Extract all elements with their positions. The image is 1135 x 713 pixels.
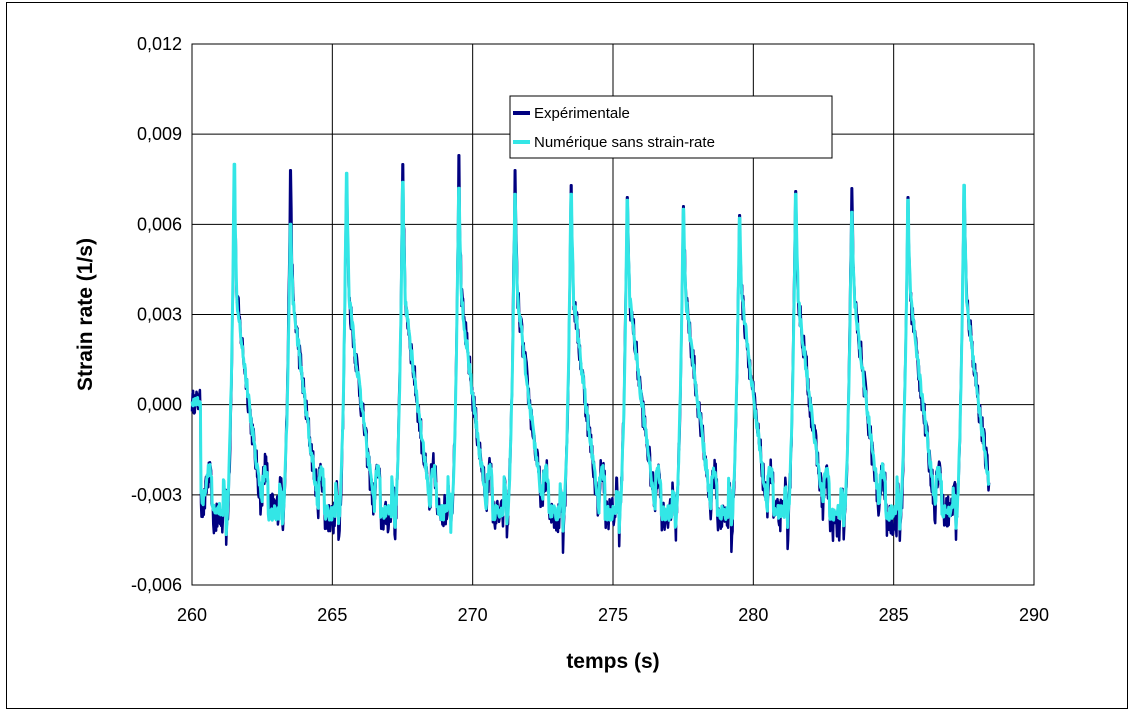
plot-area-border	[191, 43, 1035, 586]
tick-labels: 260 265 270 275 280 285 290 -0,006 -0,003 0,000 0,…	[131, 34, 1049, 625]
x-tick-label: 290	[1019, 605, 1049, 625]
y-tick-label: 0,006	[137, 214, 182, 234]
y-tick-label: 0,009	[137, 124, 182, 144]
y-tick-label: 0,003	[137, 305, 182, 325]
x-tick-label: 280	[738, 605, 768, 625]
x-tick-label: 265	[317, 605, 347, 625]
x-tick-label: 260	[177, 605, 207, 625]
series-line-1	[190, 162, 991, 537]
legend: Expérimentale Numérique sans strain-rate	[509, 95, 833, 159]
x-axis-title: temps (s)	[566, 650, 659, 673]
y-axis-title: Strain rate (1/s)	[74, 238, 97, 391]
y-tick-label: 0,000	[137, 395, 182, 415]
x-tick-label: 275	[598, 605, 628, 625]
series-layer	[190, 153, 991, 554]
legend-label-experimentale: Expérimentale	[534, 105, 630, 122]
legend-label-numerique: Numérique sans strain-rate	[534, 134, 715, 151]
legend-box	[509, 95, 833, 159]
x-tick-label: 285	[879, 605, 909, 625]
x-tick-label: 270	[458, 605, 488, 625]
y-tick-label: -0,006	[131, 575, 182, 595]
y-tick-label: -0,003	[131, 485, 182, 505]
y-tick-label: 0,012	[137, 34, 182, 54]
series-line-0	[190, 153, 991, 554]
